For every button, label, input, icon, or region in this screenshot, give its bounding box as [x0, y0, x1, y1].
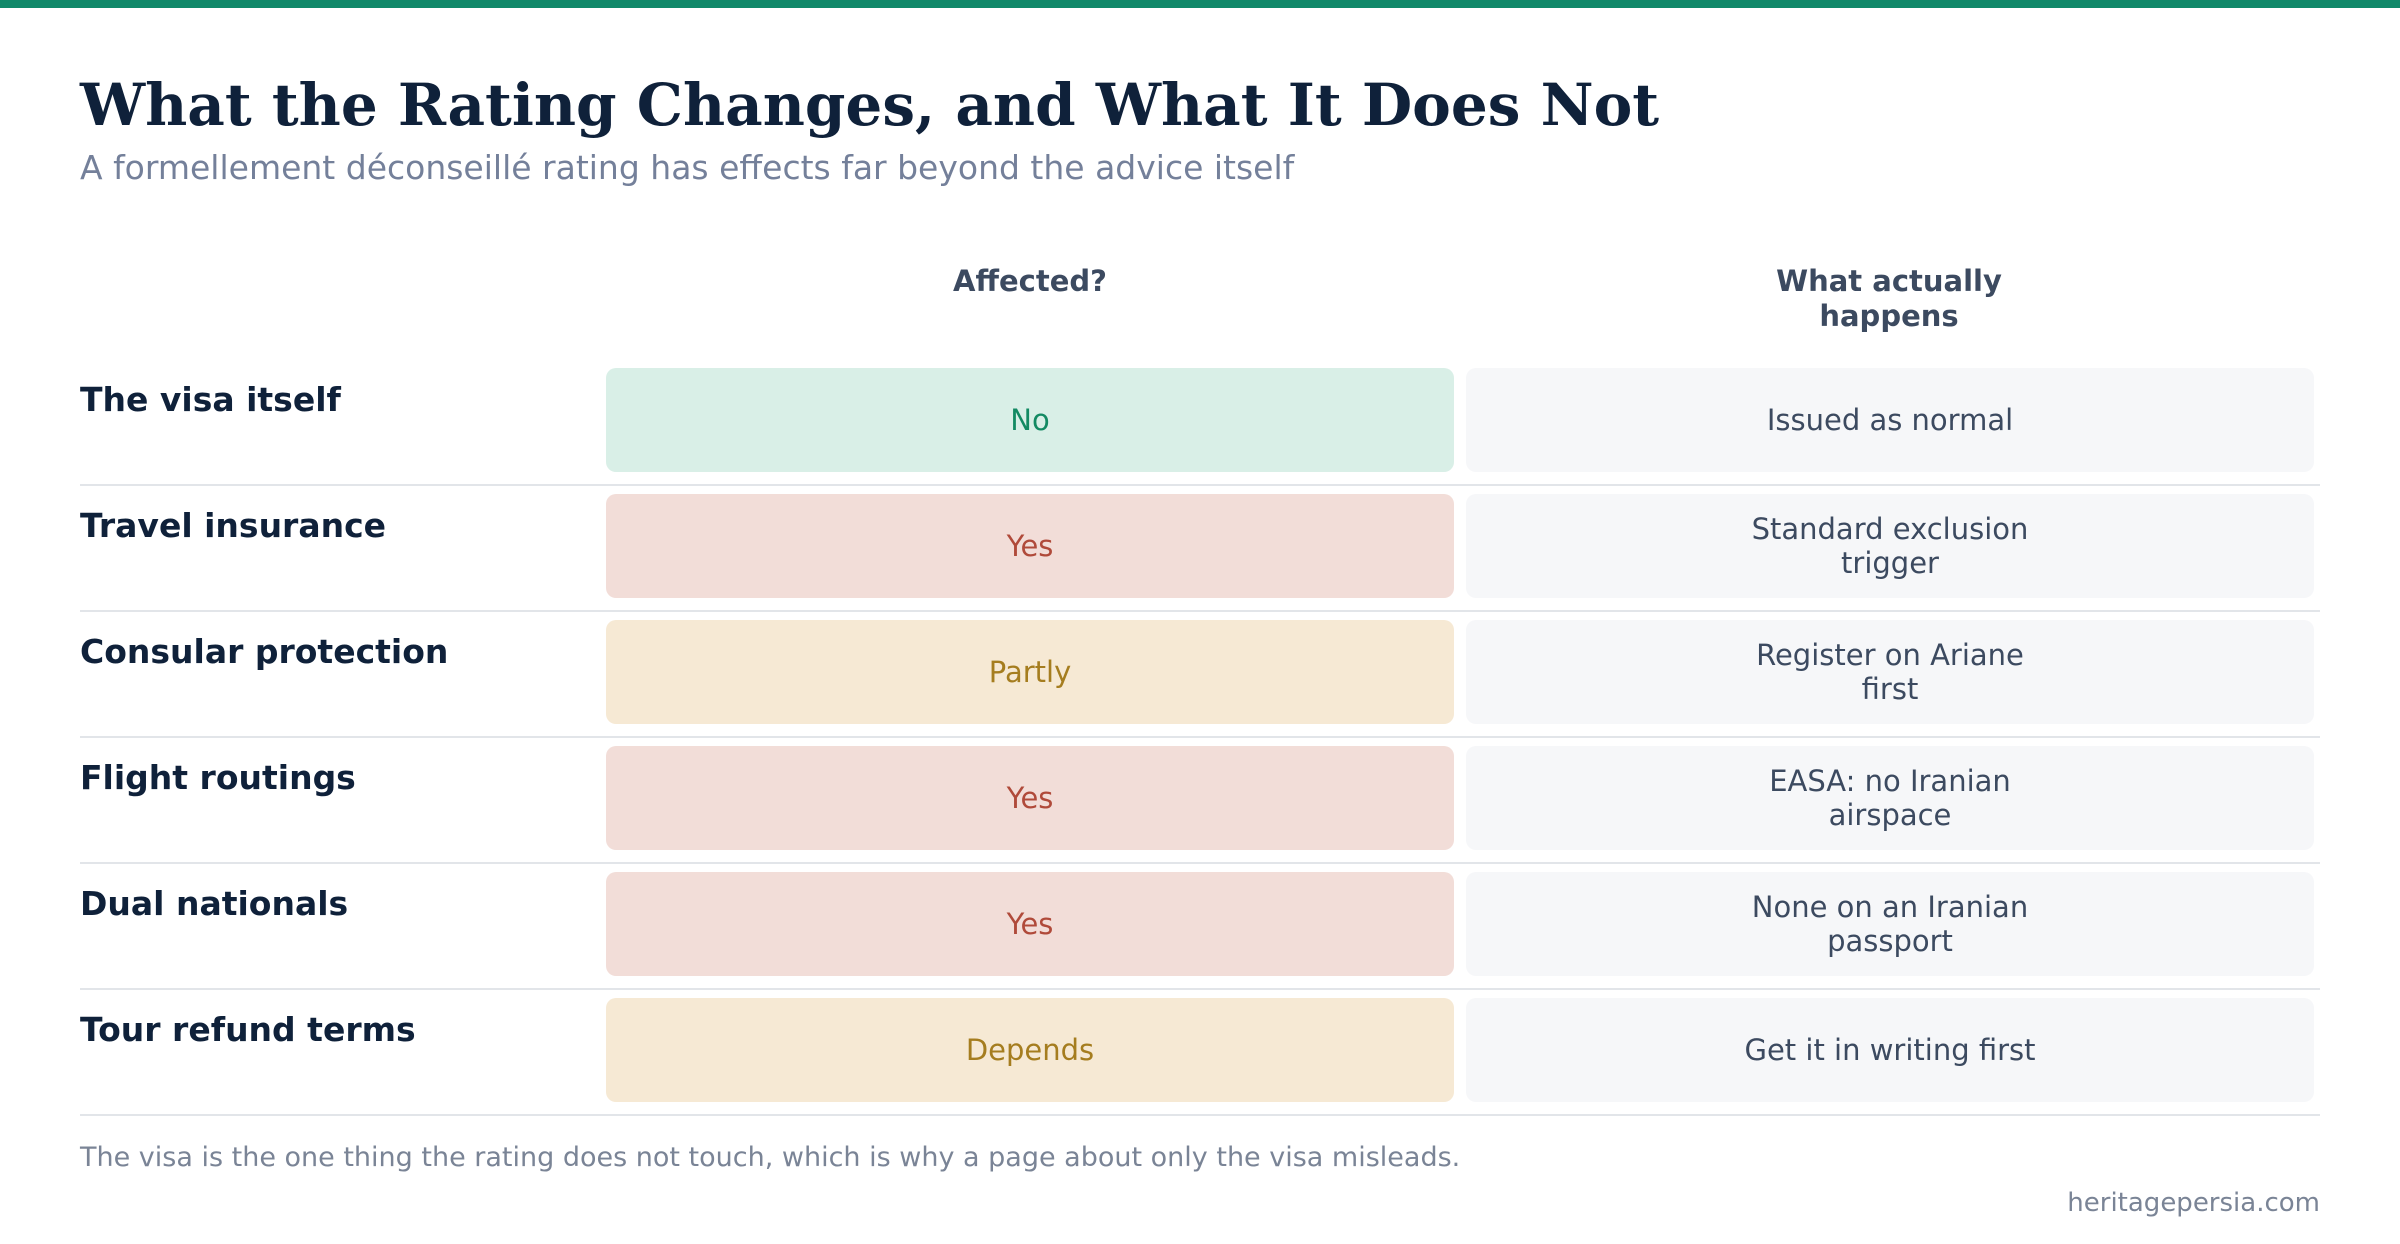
column-header-affected-label: Affected? [953, 264, 1107, 298]
source-credit: heritagepersia.com [2067, 1188, 2320, 1218]
affected-cell: Yes [606, 746, 1454, 850]
affected-cell: Partly [606, 620, 1454, 724]
happens-cell: Issued as normal [1466, 368, 2314, 472]
table-row: The visa itself No Issued as normal [80, 360, 2320, 486]
affected-cell: Depends [606, 998, 1454, 1102]
affected-value: Yes [1006, 907, 1054, 941]
affected-value: No [1010, 403, 1050, 437]
column-header-happens-label: What actually happens [1776, 264, 2002, 333]
table-row: Travel insurance Yes Standard exclusion … [80, 486, 2320, 612]
accent-bar [0, 0, 2400, 8]
affected-cell: Yes [606, 872, 1454, 976]
affected-cell: Yes [606, 494, 1454, 598]
happens-value: Get it in writing first [1744, 1033, 2036, 1067]
happens-cell: Register on Ariane first [1466, 620, 2314, 724]
row-label: Tour refund terms [80, 1010, 416, 1049]
happens-value: EASA: no Iranian airspace [1769, 764, 2011, 832]
column-header-happens: What actually happens [1464, 264, 2314, 334]
affected-value: Partly [988, 655, 1072, 689]
row-label: Flight routings [80, 758, 356, 797]
row-label: Travel insurance [80, 506, 387, 545]
affected-value: Yes [1006, 529, 1054, 563]
affected-cell: No [606, 368, 1454, 472]
happens-cell: EASA: no Iranian airspace [1466, 746, 2314, 850]
table-row: Dual nationals Yes None on an Iranian pa… [80, 864, 2320, 990]
happens-value: Issued as normal [1766, 403, 2014, 437]
footnote: The visa is the one thing the rating doe… [80, 1142, 1461, 1173]
row-label: Consular protection [80, 632, 449, 671]
affected-value: Depends [965, 1033, 1095, 1067]
table-row: Consular protection Partly Register on A… [80, 612, 2320, 738]
affected-value: Yes [1006, 781, 1054, 815]
happens-value: Standard exclusion trigger [1751, 512, 2029, 580]
table-row: Tour refund terms Depends Get it in writ… [80, 990, 2320, 1116]
column-header-affected: Affected? [606, 264, 1454, 299]
happens-cell: Get it in writing first [1466, 998, 2314, 1102]
page-title: What the Rating Changes, and What It Doe… [80, 71, 1660, 139]
table-row: Flight routings Yes EASA: no Iranian air… [80, 738, 2320, 864]
happens-cell: Standard exclusion trigger [1466, 494, 2314, 598]
happens-value: None on an Iranian passport [1751, 890, 2029, 958]
happens-cell: None on an Iranian passport [1466, 872, 2314, 976]
row-label: The visa itself [80, 380, 341, 419]
comparison-table: The visa itself No Issued as normal Trav… [80, 360, 2320, 1116]
happens-value: Register on Ariane first [1756, 638, 2024, 706]
row-label: Dual nationals [80, 884, 349, 923]
page-subtitle: A formellement déconseillé rating has ef… [80, 148, 1295, 187]
